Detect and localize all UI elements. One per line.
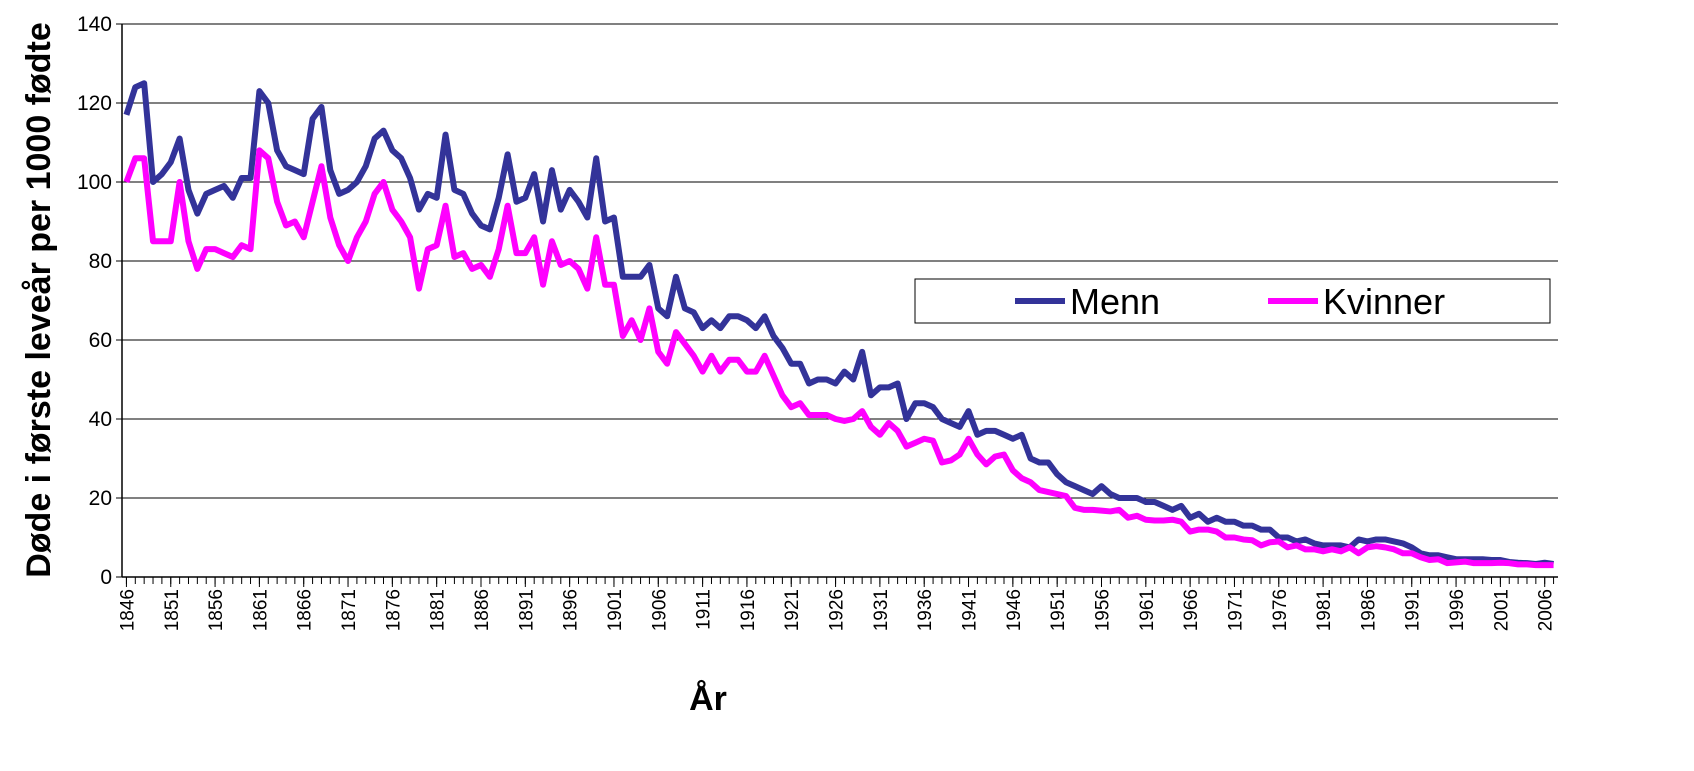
y-tick-label: 60 — [89, 329, 112, 352]
y-tick-label: 100 — [77, 171, 112, 194]
x-tick-label: 1931 — [871, 589, 892, 631]
x-tick-label: 1941 — [960, 589, 981, 631]
y-tick-label: 120 — [77, 92, 112, 115]
x-tick-label: 1966 — [1181, 589, 1202, 631]
x-tick-label: 1946 — [1004, 589, 1025, 631]
x-tick-label: 1906 — [649, 589, 670, 631]
x-tick-label: 1871 — [339, 589, 360, 631]
x-tick-label: 1921 — [782, 589, 803, 631]
x-tick-label: 1846 — [117, 589, 138, 631]
y-axis-label: Døde i første leveår per 1000 fødte — [20, 22, 58, 578]
x-tick-label: 1981 — [1314, 589, 1335, 631]
x-tick-label: 1976 — [1270, 589, 1291, 631]
x-tick-label: 2006 — [1536, 589, 1557, 631]
x-tick-label: 2001 — [1491, 589, 1512, 631]
x-tick-label: 1996 — [1447, 589, 1468, 631]
x-tick-label: 1876 — [383, 589, 404, 631]
y-tick-label: 0 — [100, 566, 112, 589]
x-tick-label: 1926 — [827, 589, 848, 631]
x-tick-label: 1961 — [1137, 589, 1158, 631]
x-tick-label: 1911 — [694, 589, 715, 630]
x-tick-label: 1901 — [605, 589, 626, 631]
x-tick-label: 1891 — [516, 589, 537, 631]
x-tick-label: 1851 — [162, 589, 183, 631]
x-tick-label: 1971 — [1225, 589, 1246, 631]
y-tick-label: 20 — [89, 487, 112, 510]
legend-label: Kvinner — [1323, 281, 1445, 322]
x-tick-label: 1936 — [915, 589, 936, 631]
legend-box — [914, 278, 1551, 324]
y-tick-label: 40 — [89, 408, 112, 431]
y-tick-label: 80 — [89, 250, 112, 273]
x-axis-label: År — [689, 680, 727, 718]
x-tick-label: 1861 — [250, 589, 271, 631]
x-tick-label: 1916 — [738, 589, 759, 631]
x-tick-label: 1991 — [1403, 589, 1424, 631]
x-tick-label: 1886 — [472, 589, 493, 631]
x-tick-label: 1986 — [1358, 589, 1379, 631]
x-tick-label: 1856 — [206, 589, 227, 631]
x-tick-label: 1881 — [428, 589, 449, 631]
x-tick-label: 1866 — [295, 589, 316, 631]
legend-label: Menn — [1070, 281, 1160, 322]
line-series — [123, 147, 1554, 569]
y-tick-label: 140 — [77, 13, 112, 36]
x-tick-label: 1956 — [1092, 589, 1113, 631]
x-tick-label: 1951 — [1048, 589, 1069, 631]
x-tick-label: 1896 — [561, 589, 582, 631]
line-series — [123, 80, 1554, 567]
